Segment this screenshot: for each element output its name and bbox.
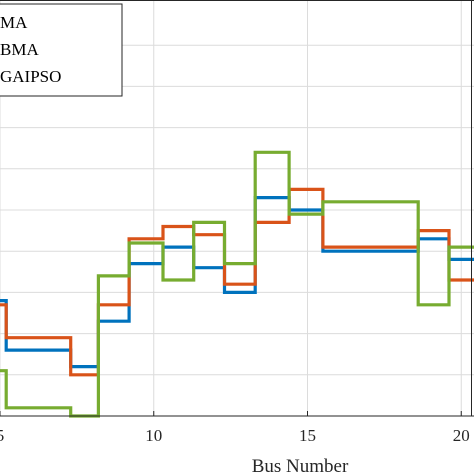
x-tick-label: 10	[145, 426, 162, 445]
series-line-bma	[0, 187, 474, 377]
axes	[0, 0, 474, 417]
grid	[0, 0, 474, 416]
legend-entry-gaipso: GAIPSO	[0, 67, 61, 86]
x-axis-label: Bus Number	[252, 456, 349, 474]
x-tick-label: 20	[453, 426, 470, 445]
legend-box	[0, 3, 123, 97]
legend-entry-ma: MA	[0, 13, 28, 32]
x-tick-labels: 5 10 15 20	[0, 411, 470, 445]
x-tick-label: 15	[299, 426, 316, 445]
series-layer	[0, 150, 474, 418]
legend: MA BMA GAIPSO	[0, 3, 123, 97]
legend-entry-bma: BMA	[0, 40, 39, 59]
x-tick-label: 5	[0, 426, 4, 445]
